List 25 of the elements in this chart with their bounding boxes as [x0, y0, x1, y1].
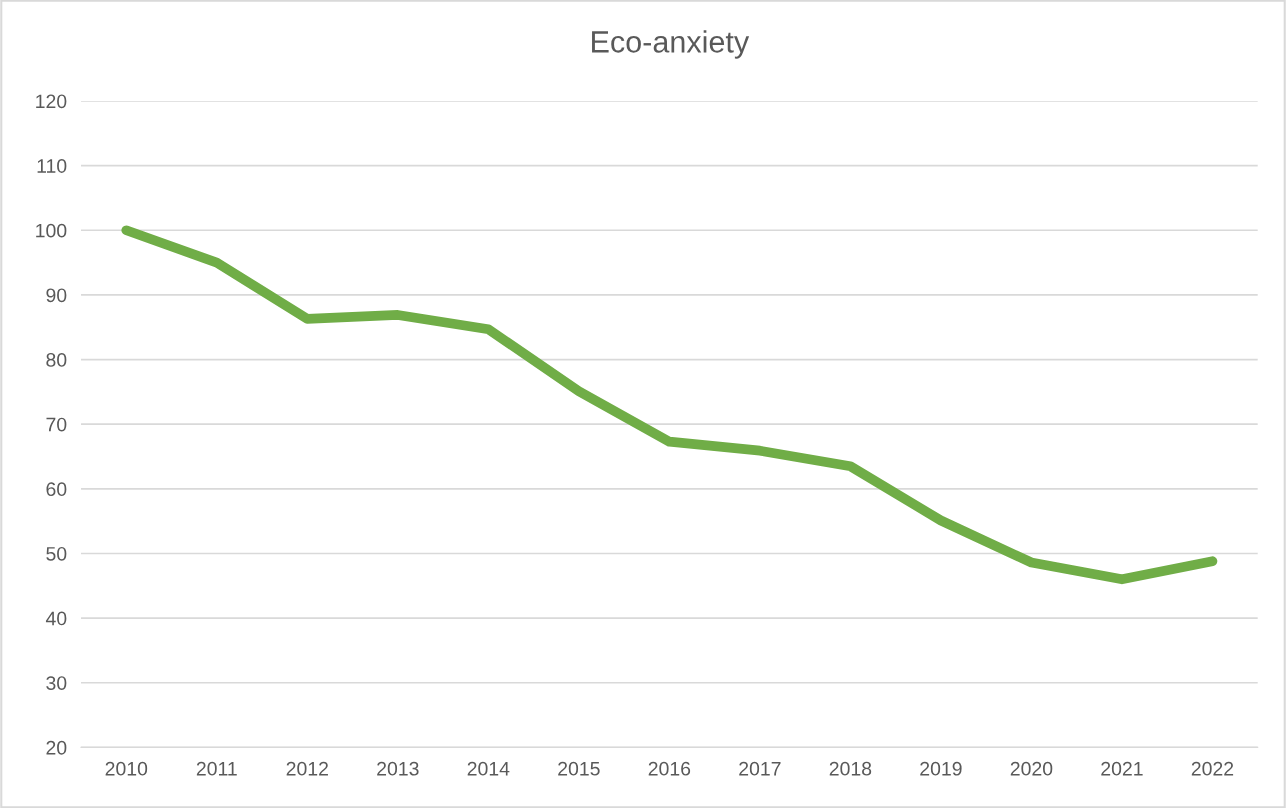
x-tick-label: 2014: [467, 761, 510, 776]
x-tick-label: 2015: [558, 761, 600, 776]
y-tick-label: 100: [36, 223, 67, 238]
x-tick-label: 2012: [286, 761, 328, 776]
x-tick-label: 2020: [1010, 761, 1053, 776]
y-tick-label: 60: [46, 482, 67, 497]
y-tick-label: 110: [37, 159, 67, 173]
y-tick-label: 50: [46, 546, 67, 561]
x-tick-label: 2013: [377, 761, 419, 776]
x-tick-label: 2011: [196, 761, 237, 776]
chart-title: Eco-anxiety: [592, 30, 750, 59]
x-tick-label: 2010: [105, 761, 148, 776]
y-tick-label: 90: [46, 288, 67, 303]
y-tick-label: 70: [46, 417, 67, 432]
y-tick-label: 80: [46, 353, 67, 367]
x-tick-label: 2019: [920, 761, 962, 776]
x-tick-label: 2021: [1101, 761, 1143, 776]
y-tick-label: 40: [45, 611, 67, 626]
y-tick-label: 20: [46, 740, 67, 755]
y-tick-label: 30: [46, 676, 67, 690]
x-tick-label: 2018: [829, 761, 872, 776]
x-tick-label: 2016: [648, 761, 691, 776]
y-tick-label: 120: [36, 94, 67, 109]
x-tick-label: 2017: [739, 761, 781, 776]
x-tick-label: 2022: [1191, 761, 1234, 776]
